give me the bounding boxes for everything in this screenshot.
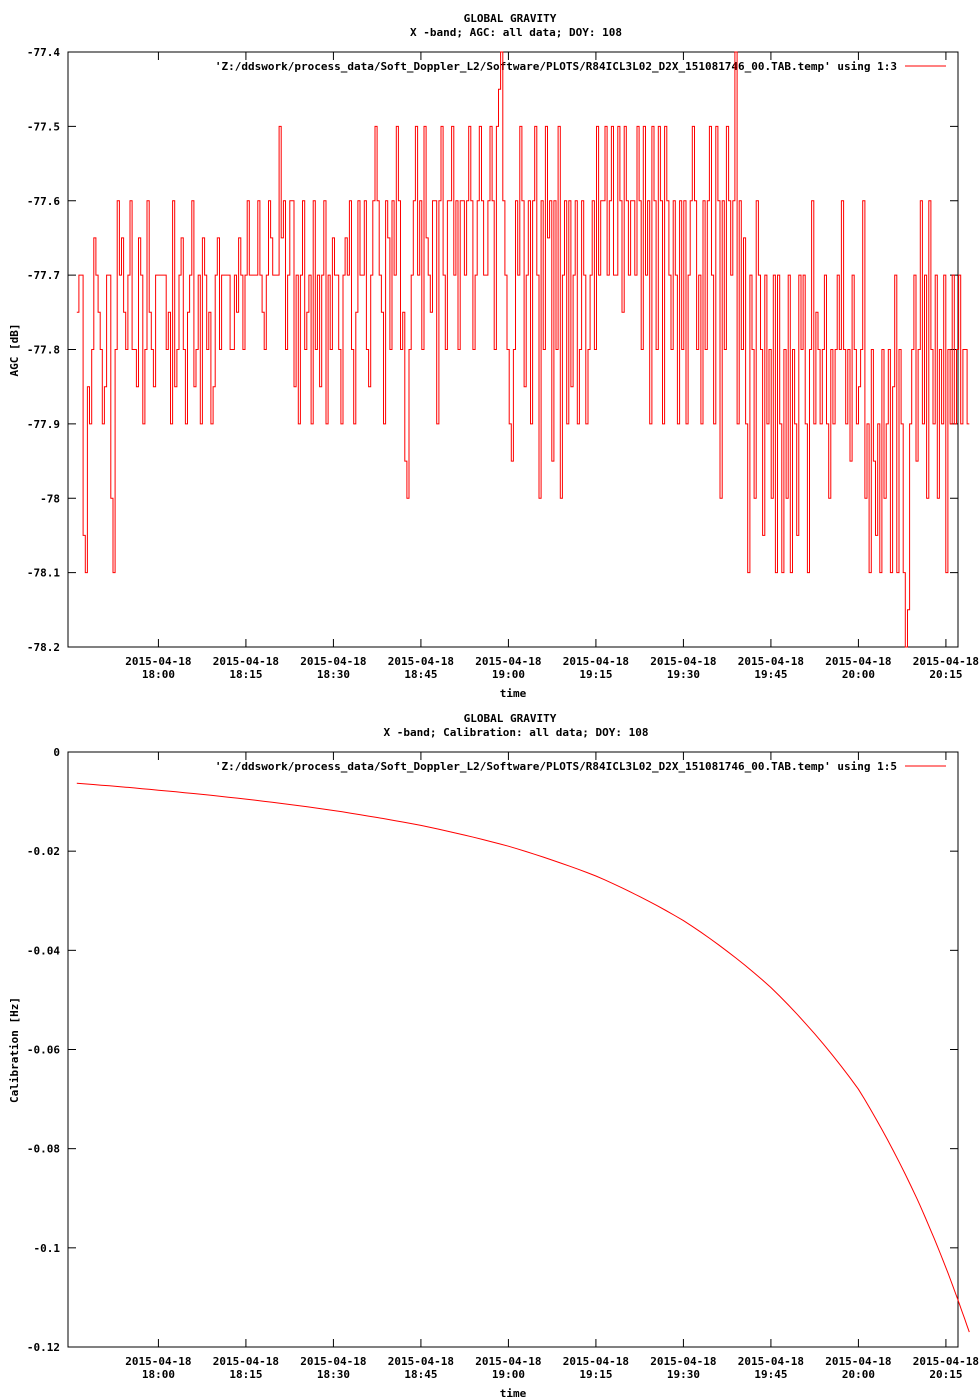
y-tick-label: -78.2: [27, 641, 60, 654]
x-tick-date: 2015-04-18: [125, 1355, 191, 1368]
y-tick-label: -77.8: [27, 344, 60, 357]
calibration-series-line: [76, 782, 970, 1333]
y-tick-label: -77.9: [27, 418, 60, 431]
calibration-chart-panel: GLOBAL GRAVITY X -band; Calibration: all…: [0, 700, 980, 1400]
y-tick-label: -0.02: [27, 845, 60, 858]
x-tick-time: 18:30: [317, 668, 350, 681]
y-tick-label: -0.1: [34, 1242, 61, 1255]
x-tick-date: 2015-04-18: [388, 655, 454, 668]
y-tick-label: -77.7: [27, 269, 60, 282]
chart-subtitle: X -band; Calibration: all data; DOY: 108: [384, 726, 649, 739]
x-tick-date: 2015-04-18: [650, 655, 716, 668]
x-tick-date: 2015-04-18: [475, 1355, 541, 1368]
y-tick-label: -0.08: [27, 1143, 60, 1156]
x-tick-time: 20:15: [929, 668, 962, 681]
x-axis-label: time: [500, 1387, 527, 1400]
y-tick-label: 0: [53, 746, 60, 759]
x-tick-date: 2015-04-18: [125, 655, 191, 668]
y-tick-label: -78: [40, 492, 60, 505]
x-tick-date: 2015-04-18: [213, 655, 279, 668]
agc-chart-panel: GLOBAL GRAVITY X -band; AGC: all data; D…: [8, 12, 979, 700]
x-tick-date: 2015-04-18: [913, 655, 979, 668]
x-tick-time: 18:15: [229, 1368, 262, 1381]
x-tick-date: 2015-04-18: [213, 1355, 279, 1368]
chart-title: GLOBAL GRAVITY: [464, 712, 557, 725]
x-tick-time: 18:00: [142, 668, 175, 681]
x-tick-time: 20:15: [929, 1368, 962, 1381]
x-tick-time: 19:00: [492, 668, 525, 681]
chart-title: GLOBAL GRAVITY: [464, 12, 557, 25]
x-axis: 2015-04-1818:002015-04-1818:152015-04-18…: [125, 52, 979, 681]
y-axis: -77.4 -77.5 -77.6 -77.7 -77.8 -77.9 -78 -78.1 -7…: [27, 46, 958, 654]
x-tick-time: 19:15: [579, 668, 612, 681]
x-tick-date: 2015-04-18: [825, 655, 891, 668]
chart-subtitle: X -band; AGC: all data; DOY: 108: [410, 26, 622, 39]
x-tick-time: 19:45: [754, 1368, 787, 1381]
y-axis-label: Calibration [Hz]: [8, 997, 21, 1103]
x-tick-time: 18:45: [404, 668, 437, 681]
x-tick-date: 2015-04-18: [300, 655, 366, 668]
x-tick-date: 2015-04-18: [650, 1355, 716, 1368]
agc-chart: GLOBAL GRAVITY X -band; AGC: all data; D…: [8, 12, 979, 700]
x-tick-time: 19:45: [754, 668, 787, 681]
x-axis-label: time: [500, 687, 527, 700]
x-tick-time: 18:00: [142, 1368, 175, 1381]
y-tick-label: -0.04: [27, 944, 60, 957]
y-tick-label: -77.4: [27, 46, 60, 59]
legend-label: 'Z:/ddswork/process_data/Soft_Doppler_L2…: [215, 760, 897, 773]
y-axis: 0 -0.02 -0.04 -0.06 -0.08 -0.1 -0.12: [27, 746, 958, 1354]
x-tick-time: 20:00: [842, 668, 875, 681]
x-tick-time: 20:00: [842, 1368, 875, 1381]
x-tick-date: 2015-04-18: [563, 655, 629, 668]
x-axis: 2015-04-1818:002015-04-1818:152015-04-18…: [125, 752, 979, 1381]
x-tick-time: 18:45: [404, 1368, 437, 1381]
y-axis-label: AGC [dB]: [8, 324, 21, 377]
x-tick-date: 2015-04-18: [738, 655, 804, 668]
y-tick-label: -78.1: [27, 567, 60, 580]
x-tick-date: 2015-04-18: [388, 1355, 454, 1368]
x-tick-time: 18:30: [317, 1368, 350, 1381]
x-tick-date: 2015-04-18: [563, 1355, 629, 1368]
x-tick-date: 2015-04-18: [738, 1355, 804, 1368]
plot-frame: [67, 751, 959, 1348]
x-tick-date: 2015-04-18: [475, 655, 541, 668]
y-tick-label: -0.12: [27, 1341, 60, 1354]
y-tick-label: -77.6: [27, 195, 60, 208]
x-tick-date: 2015-04-18: [300, 1355, 366, 1368]
legend-label: 'Z:/ddswork/process_data/Soft_Doppler_L2…: [215, 60, 897, 73]
x-tick-time: 19:30: [667, 1368, 700, 1381]
agc-series-line: [76, 51, 970, 648]
x-tick-time: 18:15: [229, 668, 262, 681]
x-tick-time: 19:00: [492, 1368, 525, 1381]
y-tick-label: -77.5: [27, 120, 60, 133]
x-tick-date: 2015-04-18: [913, 1355, 979, 1368]
y-tick-label: -0.06: [27, 1044, 60, 1057]
calibration-chart: GLOBAL GRAVITY X -band; Calibration: all…: [8, 712, 979, 1400]
x-tick-time: 19:30: [667, 668, 700, 681]
x-tick-time: 19:15: [579, 1368, 612, 1381]
x-tick-date: 2015-04-18: [825, 1355, 891, 1368]
